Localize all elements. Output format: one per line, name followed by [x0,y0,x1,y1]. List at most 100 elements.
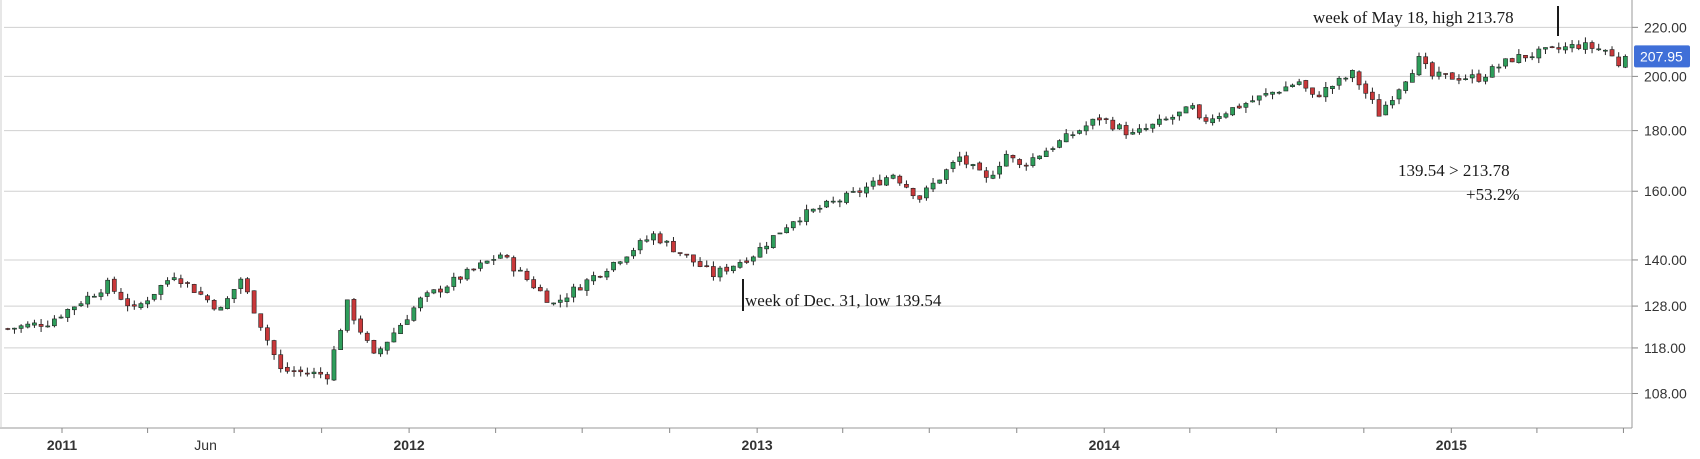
candle [1003,150,1009,167]
candle-body [937,179,943,184]
candle-body [637,240,643,251]
candle [318,367,324,379]
candle [1503,58,1508,69]
candle [1043,147,1049,157]
candle-body [644,239,650,242]
candle-body [1343,77,1349,80]
last-price-tag: 207.95 [1634,45,1690,68]
candle [78,301,84,308]
candle-body [1203,117,1209,122]
candle-body [178,278,184,284]
candle-body [85,295,91,305]
candle [285,362,290,374]
candle-body [1236,105,1242,109]
candle [32,319,37,328]
candle-body [557,299,563,303]
candle [1336,76,1342,90]
candle-body [1463,78,1468,80]
candle [1303,79,1309,92]
candle [105,277,111,297]
candle [1223,111,1229,119]
candle-body [697,261,703,267]
candle [1536,46,1542,64]
candle [1350,69,1355,83]
candle [471,268,477,272]
candle-body [464,268,470,280]
candle-body [537,287,543,292]
candle [1370,87,1375,104]
candle-body [970,164,976,167]
candle-body [750,256,756,262]
candle [664,240,670,247]
candle-body [111,278,117,292]
candle-body [1037,155,1042,160]
candle [1436,66,1442,80]
candle-body [504,255,510,258]
candle-body [1110,119,1116,130]
candle [1496,63,1502,73]
candle-body [98,292,104,297]
candle-body [1223,113,1229,118]
candle-body [1516,54,1522,63]
candle-body [1270,91,1275,95]
candle-body [764,245,770,250]
candle [98,289,104,301]
candle-body [677,252,683,254]
candle [1429,61,1435,80]
x-tick-label: 2012 [394,437,425,453]
candle [1516,49,1522,64]
candle-body [1383,104,1389,116]
candle [1443,73,1448,79]
candle [198,286,204,296]
candle [231,289,237,304]
candles [5,37,1628,385]
candle [1556,42,1562,54]
y-axis-labels: 108.00 118.00 128.00 140.00 160.00 180.00 200.… [1644,19,1687,401]
candle-body [864,186,869,194]
candle-body [418,297,423,309]
candle [537,284,543,292]
candle-body [1190,105,1196,109]
candle [1390,96,1395,109]
candle [358,315,363,335]
candle [850,187,856,193]
candle-body [1409,73,1415,83]
candle-body [338,330,343,350]
candle-body [691,254,696,263]
candle-body [1449,72,1455,80]
candle [291,366,297,377]
candle [1423,52,1429,69]
candle [458,276,463,284]
candle [631,247,636,259]
candle-body [957,156,963,162]
candle [1609,46,1615,57]
candle [171,272,177,282]
candle-body [1157,118,1162,125]
candle-body [1210,118,1216,124]
candle-body [245,278,250,293]
candle-body [830,200,836,203]
candle [38,319,44,332]
candle-body [1263,93,1269,96]
candle-body [171,277,177,280]
candle-body [1137,128,1142,133]
candle [937,179,943,184]
candle [1396,88,1402,105]
candle [1549,45,1555,49]
candle [1569,40,1575,53]
candle [904,180,909,189]
candle [830,196,836,204]
candle [191,283,197,293]
candle-body [165,280,170,285]
candle-body [358,318,363,333]
candle-body [1496,66,1502,69]
candle-body [205,295,210,301]
candle [1063,128,1069,143]
candle [617,260,623,266]
candle [324,371,330,385]
candle-body [684,253,690,256]
candle-body [624,256,630,263]
candle-body [238,278,244,289]
candle-body [1336,77,1342,86]
